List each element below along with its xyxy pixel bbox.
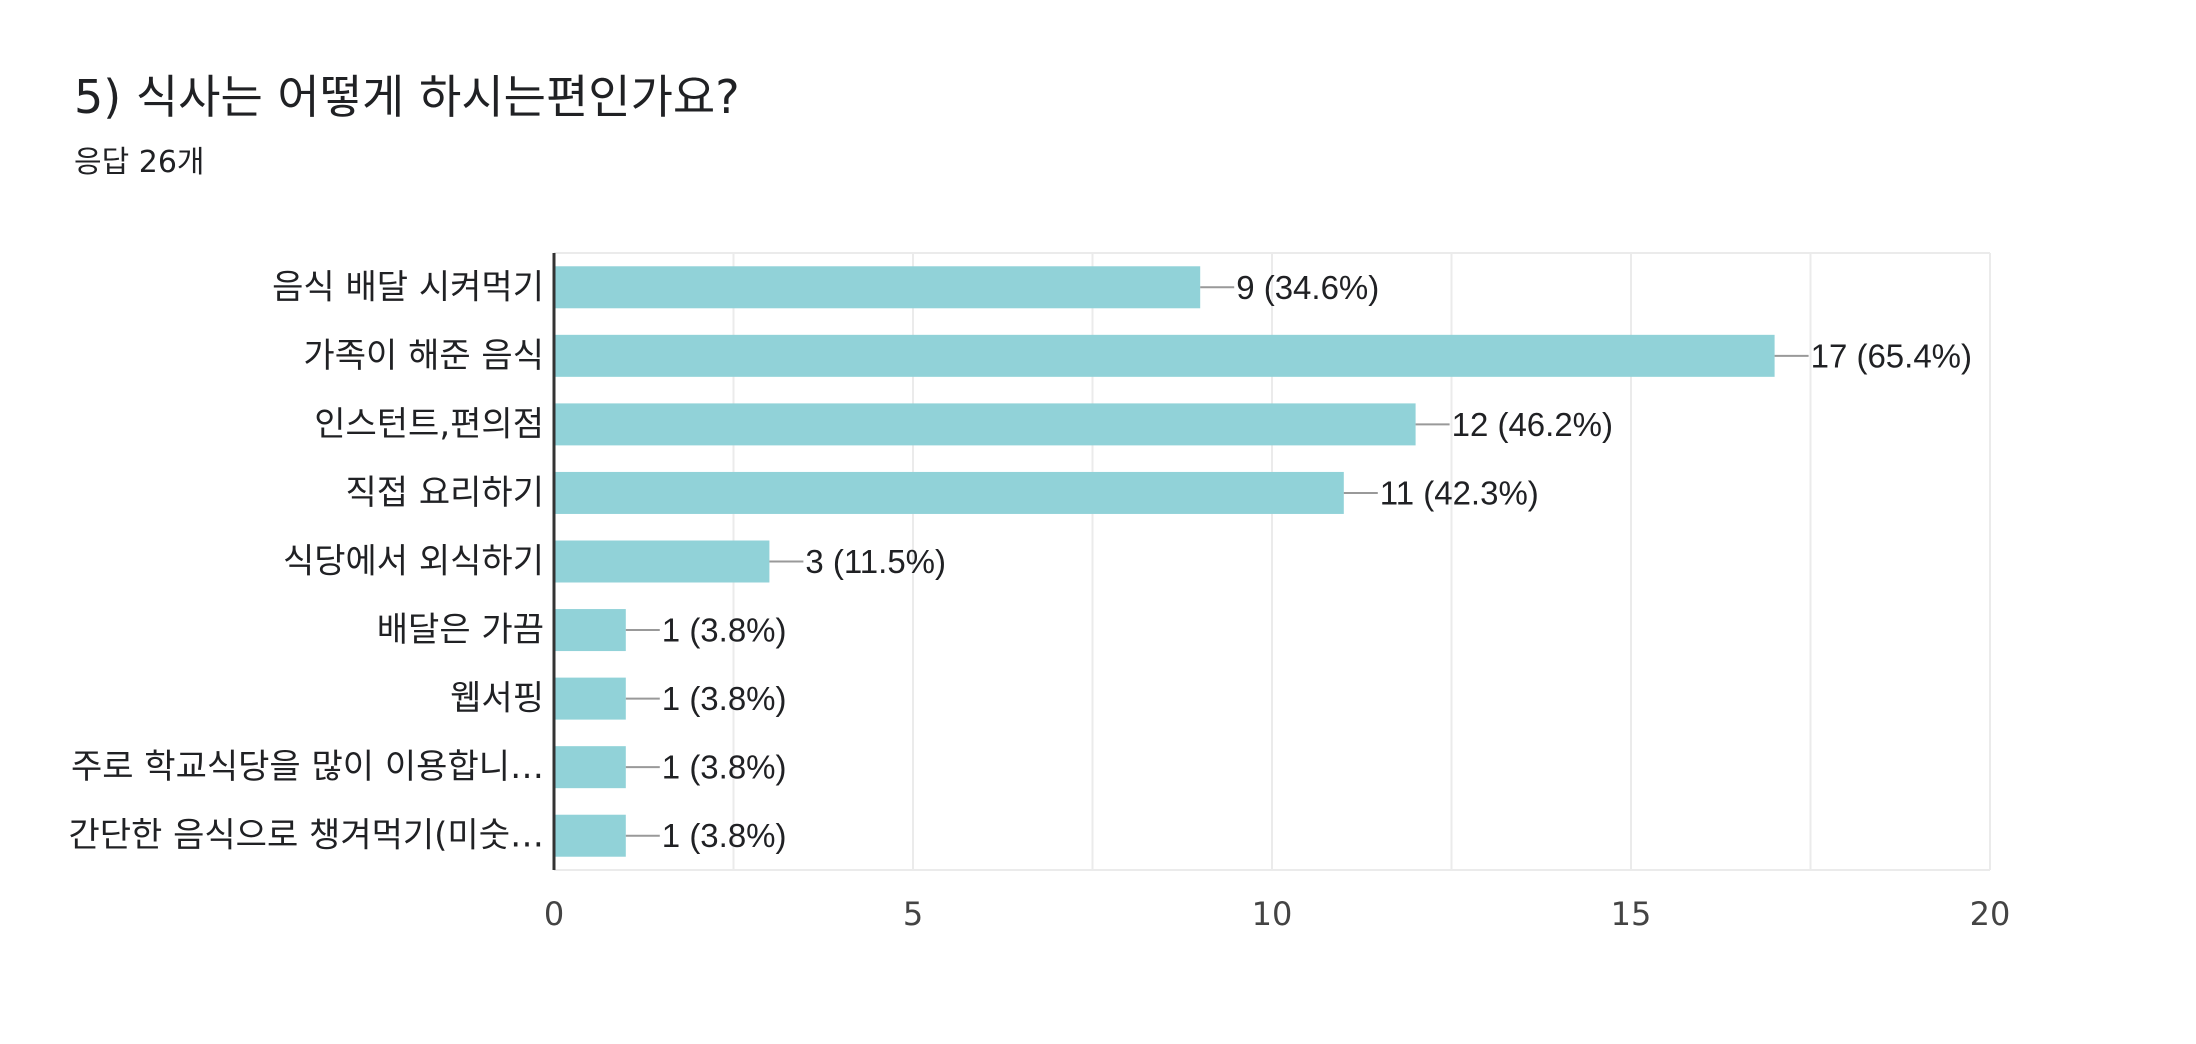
chart-header: 5) 식사는 어떻게 하시는편인가요? 응답 26개 <box>74 70 740 181</box>
value-label: 3 (11.5%) <box>805 543 946 580</box>
bar <box>554 746 626 789</box>
x-tick-label: 10 <box>1252 895 1293 933</box>
category-label: 음식 배달 시켜먹기 <box>272 267 544 307</box>
axis-layer: 0 5 10 15 20 <box>544 253 2011 933</box>
category-label: 배달은 가끔 <box>377 610 544 650</box>
value-label: 1 (3.8%) <box>662 817 787 854</box>
bar <box>554 540 770 583</box>
bar-layer <box>554 266 1775 857</box>
bar <box>554 403 1416 446</box>
x-tick-label: 5 <box>903 895 923 933</box>
category-label: 웹서핑 <box>450 679 544 719</box>
bar <box>554 677 626 720</box>
question-title: 5) 식사는 어떻게 하시는편인가요? <box>74 70 740 124</box>
label-layer: 9 (34.6%) 음식 배달 시켜먹기 17 (65.4%) 가족이 해준 음식 12… <box>68 267 1972 855</box>
category-label: 가족이 해준 음식 <box>303 336 544 376</box>
category-label: 식당에서 외식하기 <box>283 542 544 582</box>
category-label: 주로 학교식당을 많이 이용합니… <box>71 747 544 787</box>
value-label: 12 (46.2%) <box>1452 406 1613 443</box>
value-label: 17 (65.4%) <box>1811 337 1972 374</box>
bar <box>554 471 1344 514</box>
category-label: 직접 요리하기 <box>346 473 545 513</box>
category-label: 인스턴트,편의점 <box>314 404 544 444</box>
value-label: 9 (34.6%) <box>1236 269 1379 306</box>
bar <box>554 334 1775 377</box>
value-label: 11 (42.3%) <box>1380 474 1539 511</box>
value-label: 1 (3.8%) <box>662 749 787 786</box>
value-label: 1 (3.8%) <box>662 612 787 649</box>
response-count: 응답 26개 <box>74 145 205 181</box>
bar <box>554 266 1201 309</box>
value-label: 1 (3.8%) <box>662 680 787 717</box>
x-tick-label: 20 <box>1970 895 2011 933</box>
leader-layer <box>625 286 1809 837</box>
category-label: 간단한 음식으로 챙겨먹기(미숫… <box>68 816 544 856</box>
x-tick-label: 0 <box>544 895 564 933</box>
bar <box>554 609 626 652</box>
bar <box>554 814 626 857</box>
x-tick-label: 15 <box>1611 895 1652 933</box>
